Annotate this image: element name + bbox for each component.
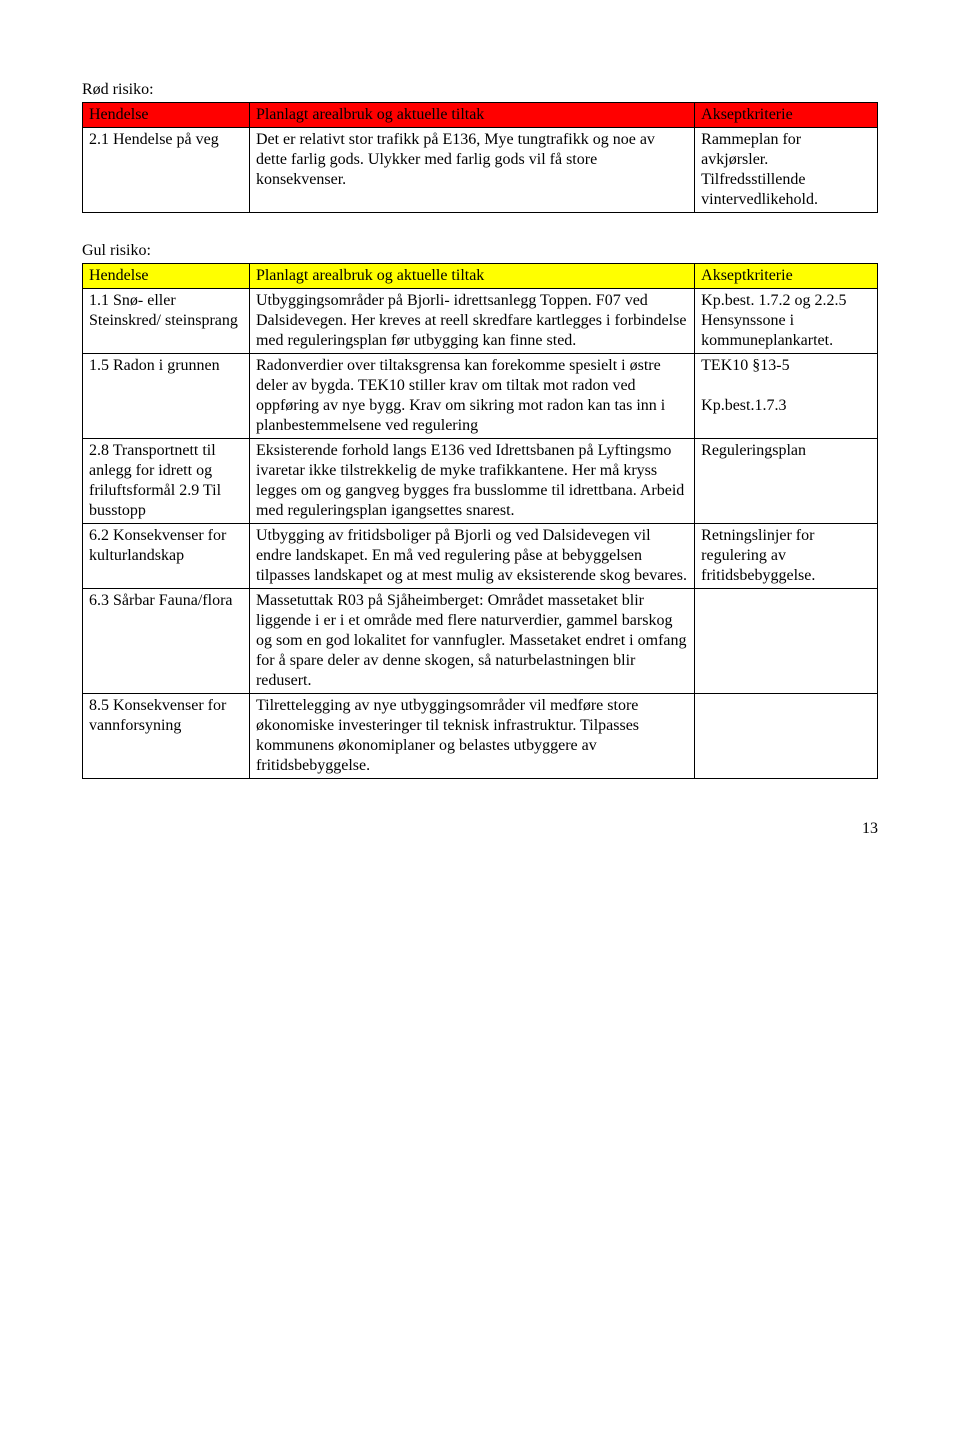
table-cell: Utbygging av fritidsboliger på Bjorli og… xyxy=(249,524,694,589)
red-section-title: Rød risiko: xyxy=(82,80,878,100)
table-row: 6.3 Sårbar Fauna/floraMassetuttak R03 på… xyxy=(83,589,878,694)
table-cell: Det er relativt stor trafikk på E136, My… xyxy=(249,128,694,213)
table-row: 1.1 Snø- eller Steinskred/ steinsprangUt… xyxy=(83,289,878,354)
table-cell: Kp.best. 1.7.2 og 2.2.5 Hensynssone i ko… xyxy=(695,289,878,354)
table-header-cell: Hendelse xyxy=(83,264,250,289)
table-header-row: HendelsePlanlagt arealbruk og aktuelle t… xyxy=(83,103,878,128)
table-row: 2.1 Hendelse på vegDet er relativt stor … xyxy=(83,128,878,213)
table-cell xyxy=(695,694,878,779)
table-cell: 1.5 Radon i grunnen xyxy=(83,354,250,439)
table-cell: Utbyggingsområder på Bjorli- idrettsanle… xyxy=(249,289,694,354)
table-cell: 8.5 Konsekvenser for vannforsyning xyxy=(83,694,250,779)
table-header-cell: Hendelse xyxy=(83,103,250,128)
table-header-row: HendelsePlanlagt arealbruk og aktuelle t… xyxy=(83,264,878,289)
table-cell: 1.1 Snø- eller Steinskred/ steinsprang xyxy=(83,289,250,354)
table-header-cell: Planlagt arealbruk og aktuelle tiltak xyxy=(249,264,694,289)
table-header-cell: Akseptkriterie xyxy=(695,103,878,128)
table-cell: Reguleringsplan xyxy=(695,439,878,524)
table-cell: 6.2 Konsekvenser for kulturlandskap xyxy=(83,524,250,589)
table-row: 1.5 Radon i grunnenRadonverdier over til… xyxy=(83,354,878,439)
page-number: 13 xyxy=(82,819,878,839)
table-row: 8.5 Konsekvenser for vannforsyningTilret… xyxy=(83,694,878,779)
table-cell: 6.3 Sårbar Fauna/flora xyxy=(83,589,250,694)
table-row: 2.8 Transportnett til anlegg for idrett … xyxy=(83,439,878,524)
table-cell: Retningslinjer for regulering av fritids… xyxy=(695,524,878,589)
yellow-risk-table: HendelsePlanlagt arealbruk og aktuelle t… xyxy=(82,263,878,779)
table-cell xyxy=(695,589,878,694)
red-risk-table: HendelsePlanlagt arealbruk og aktuelle t… xyxy=(82,102,878,213)
table-cell: 2.8 Transportnett til anlegg for idrett … xyxy=(83,439,250,524)
table-cell: Radonverdier over tiltaksgrensa kan fore… xyxy=(249,354,694,439)
table-row: 6.2 Konsekvenser for kulturlandskapUtbyg… xyxy=(83,524,878,589)
table-cell: Massetuttak R03 på Sjåheimberget: Område… xyxy=(249,589,694,694)
table-header-cell: Akseptkriterie xyxy=(695,264,878,289)
table-cell: 2.1 Hendelse på veg xyxy=(83,128,250,213)
table-cell: TEK10 §13-5 Kp.best.1.7.3 xyxy=(695,354,878,439)
table-cell: Rammeplan for avkjørsler. Tilfredsstille… xyxy=(695,128,878,213)
yellow-section-title: Gul risiko: xyxy=(82,241,878,261)
table-cell: Eksisterende forhold langs E136 ved Idre… xyxy=(249,439,694,524)
table-header-cell: Planlagt arealbruk og aktuelle tiltak xyxy=(249,103,694,128)
table-cell: Tilrettelegging av nye utbyggingsområder… xyxy=(249,694,694,779)
